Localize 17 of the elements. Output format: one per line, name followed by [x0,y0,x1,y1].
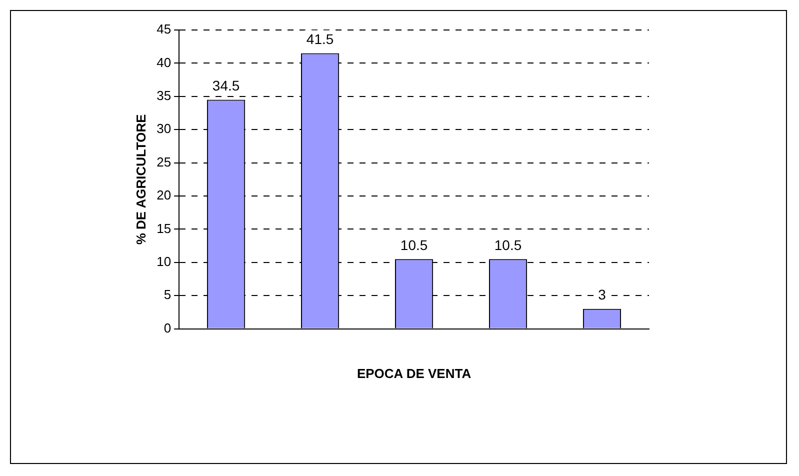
y-tick-label: 15 [156,220,172,236]
y-axis-title: % DE AGRICULTORE [133,114,148,245]
y-tick-label: 10 [156,254,172,269]
data-label: 10.5 [494,236,522,253]
y-tick-label: 5 [164,287,172,302]
data-label: 3 [598,286,606,303]
data-label: 34.5 [212,78,240,94]
x-axis-title: EPOCA DE VENTA [356,366,472,381]
y-tick-label: 30 [156,121,172,136]
y-tick-label: 20 [156,188,172,203]
y-tick-label: 35 [156,88,172,103]
y-tick-label: 0 [164,320,172,336]
y-tick-label: 40 [156,54,172,70]
y-tick-label: 45 [156,22,172,37]
data-label: 10.5 [400,236,428,253]
y-tick-label: 25 [156,154,172,170]
data-label: 41.5 [306,31,334,48]
